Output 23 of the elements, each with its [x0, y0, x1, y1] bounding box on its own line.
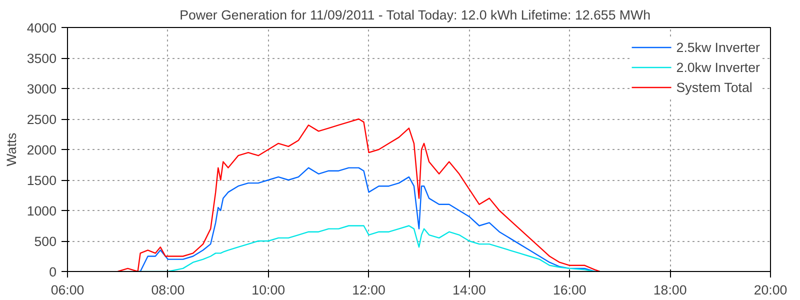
y-tick-label: 4000: [26, 20, 57, 36]
y-tick-label: 3000: [26, 82, 57, 96]
legend-label: 2.0kw Inverter: [676, 60, 760, 74]
y-tick-label: 1500: [26, 173, 57, 188]
y-tick-label: 2000: [26, 142, 57, 158]
y-tick-label: 0: [49, 264, 57, 280]
legend-label: System Total: [676, 80, 752, 94]
chart-title: Power Generation for 11/09/2011 - Total Today: 12.0 kWh Lifetime: 12.655 MWh: [180, 8, 651, 22]
y-axis-title: Watts: [4, 132, 19, 166]
x-tick-label: 18:00: [653, 282, 687, 298]
x-tick-label: 20:00: [754, 282, 788, 298]
y-tick-label: 500: [34, 234, 57, 249]
x-tick-label: 10:00: [252, 282, 286, 298]
x-tick-label: 08:00: [151, 282, 185, 298]
x-tick-label: 14:00: [452, 282, 486, 298]
y-tick-label: 3500: [26, 51, 57, 66]
legend-label: 2.5kw Inverter: [676, 40, 760, 54]
x-tick-label: 12:00: [352, 282, 386, 298]
y-tick-label: 1000: [26, 204, 57, 218]
line-series: [117, 118, 600, 272]
x-tick-label: 06:00: [50, 282, 84, 298]
x-tick-label: 16:00: [552, 282, 586, 298]
y-tick-label: 2500: [26, 112, 57, 127]
